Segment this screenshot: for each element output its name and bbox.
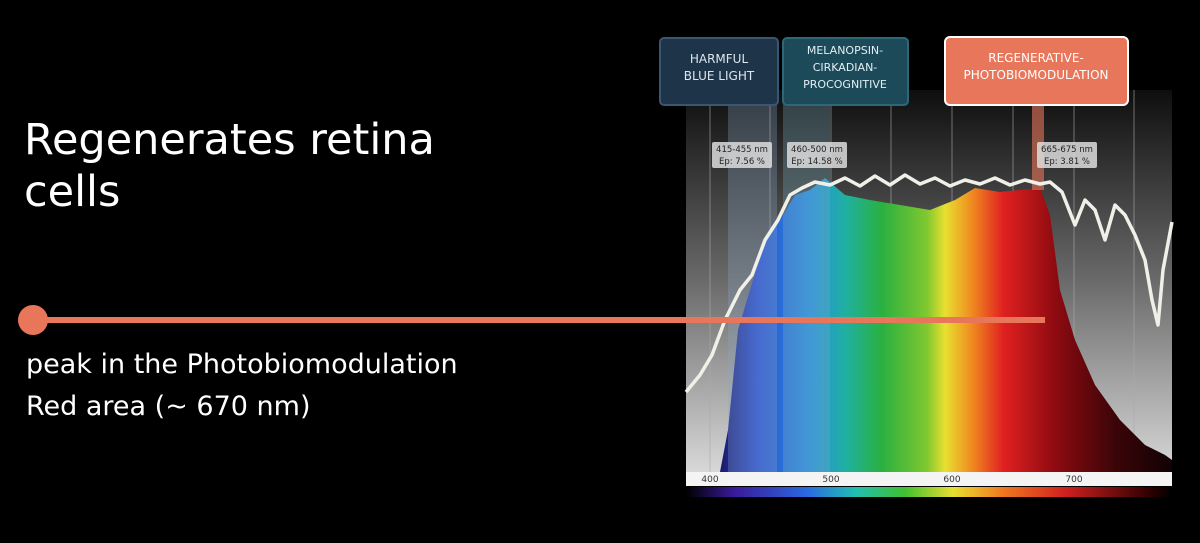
callout-line: PHOTOBIOMODULATION — [963, 68, 1108, 82]
callout: MELANOPSIN- CIRKADIAN- PROCOGNITIVE — [782, 37, 909, 106]
callout-line: REGENERATIVE- — [988, 51, 1083, 65]
callout-line: MELANOPSIN- — [807, 44, 883, 57]
color-strip — [686, 487, 1172, 497]
band-tag: 415-455 nm Ep: 7.56 % — [712, 142, 772, 168]
tag-box — [712, 142, 772, 168]
band-tag: 460-500 nm Ep: 14.58 % — [787, 142, 847, 168]
description-line: Red area (~ 670 nm) — [26, 391, 311, 422]
heading-line: Regenerates retina — [24, 115, 435, 165]
heading: Regenerates retina cells — [24, 114, 435, 218]
callout-box — [782, 37, 909, 106]
band-ep: Ep: 14.58 % — [791, 157, 842, 167]
callout: HARMFUL BLUE LIGHT — [659, 37, 779, 106]
axis-tick-label: 400 — [701, 475, 718, 485]
band-ep: Ep: 7.56 % — [719, 157, 765, 167]
callout-line: BLUE LIGHT — [684, 69, 755, 83]
tag-box — [1037, 142, 1097, 168]
band-range: 460-500 nm — [791, 145, 843, 155]
band-range: 665-675 nm — [1041, 145, 1093, 155]
spectrum-fill — [720, 178, 1172, 472]
callout-box — [944, 36, 1129, 106]
pointer-dot — [18, 305, 48, 335]
band-ep: Ep: 3.81 % — [1044, 157, 1090, 167]
tag-box — [787, 142, 847, 168]
description: peak in the Photobiomodulation Red area … — [26, 344, 458, 428]
spectrum-curve — [684, 173, 1174, 394]
callout-box — [659, 37, 779, 106]
axis-bar — [686, 472, 1172, 486]
callout-line: PROCOGNITIVE — [803, 78, 887, 91]
callout-line: CIRKADIAN- — [813, 61, 878, 74]
description-line: peak in the Photobiomodulation — [26, 349, 458, 380]
heading-line: cells — [24, 167, 121, 217]
band-range: 415-455 nm — [716, 145, 768, 155]
band-tag: 665-675 nm Ep: 3.81 % — [1037, 142, 1097, 168]
axis-tick-label: 600 — [943, 475, 960, 485]
axis-tick-label: 500 — [822, 475, 839, 485]
callout: REGENERATIVE- PHOTOBIOMODULATION — [944, 36, 1129, 106]
axis-tick-label: 700 — [1065, 475, 1082, 485]
callout-line: HARMFUL — [690, 52, 749, 66]
